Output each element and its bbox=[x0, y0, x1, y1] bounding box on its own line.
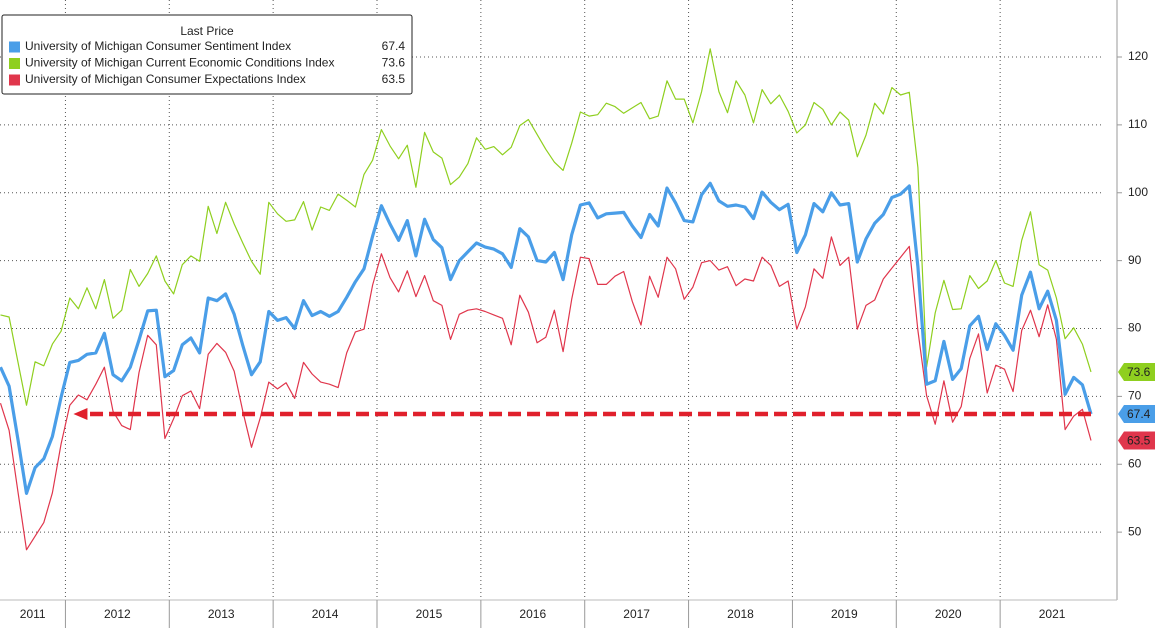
x-tick-label: 2019 bbox=[831, 607, 858, 621]
x-tick-label: 2012 bbox=[104, 607, 131, 621]
y-tick-label: 60 bbox=[1128, 456, 1142, 470]
legend-value: 73.6 bbox=[382, 56, 406, 70]
legend-label: University of Michigan Current Economic … bbox=[25, 56, 334, 70]
y-tick-label: 120 bbox=[1128, 49, 1148, 63]
last-value-label: 63.5 bbox=[1127, 434, 1151, 448]
legend-label: University of Michigan Consumer Expectat… bbox=[25, 72, 306, 86]
series-line bbox=[0, 236, 1092, 551]
y-tick-label: 110 bbox=[1128, 117, 1147, 131]
legend-swatch bbox=[9, 41, 20, 53]
x-tick-label: 2017 bbox=[623, 607, 650, 621]
x-tick-label: 2018 bbox=[727, 607, 754, 621]
x-tick-label: 2014 bbox=[312, 607, 339, 621]
x-tick-label: 2013 bbox=[208, 607, 235, 621]
legend-swatch bbox=[9, 58, 20, 69]
x-tick-label: 2021 bbox=[1039, 607, 1066, 621]
grid bbox=[0, 0, 1104, 600]
last-value-badge bbox=[1118, 431, 1155, 450]
y-tick-label: 50 bbox=[1128, 524, 1142, 538]
x-tick-label: 2016 bbox=[519, 607, 546, 621]
legend-value: 63.5 bbox=[382, 72, 406, 86]
x-tick-label: 2015 bbox=[416, 607, 443, 621]
y-tick-label: 70 bbox=[1128, 389, 1142, 403]
legend-box bbox=[1, 14, 413, 95]
series-line bbox=[0, 181, 1093, 495]
legend-swatch bbox=[9, 74, 20, 86]
last-value-label: 67.4 bbox=[1127, 407, 1151, 421]
legend-title: Last Price bbox=[180, 24, 234, 38]
legend: Last Price University of Michigan Curren… bbox=[1, 14, 413, 95]
last-value-badge bbox=[1118, 362, 1155, 381]
series-line bbox=[0, 48, 1092, 406]
legend-value: 67.4 bbox=[382, 39, 406, 53]
y-tick-label: 90 bbox=[1128, 253, 1142, 267]
y-tick-label: 80 bbox=[1128, 321, 1142, 335]
y-tick-label: 100 bbox=[1128, 185, 1148, 199]
x-tick-label: 2011 bbox=[20, 607, 46, 621]
reference-arrow bbox=[73, 408, 88, 421]
last-value-label: 73.6 bbox=[1127, 365, 1151, 379]
x-tick-label: 2020 bbox=[935, 607, 962, 621]
plot bbox=[0, 48, 1093, 551]
legend-label: University of Michigan Consumer Sentimen… bbox=[25, 39, 291, 53]
last-value-badge bbox=[1118, 405, 1155, 424]
